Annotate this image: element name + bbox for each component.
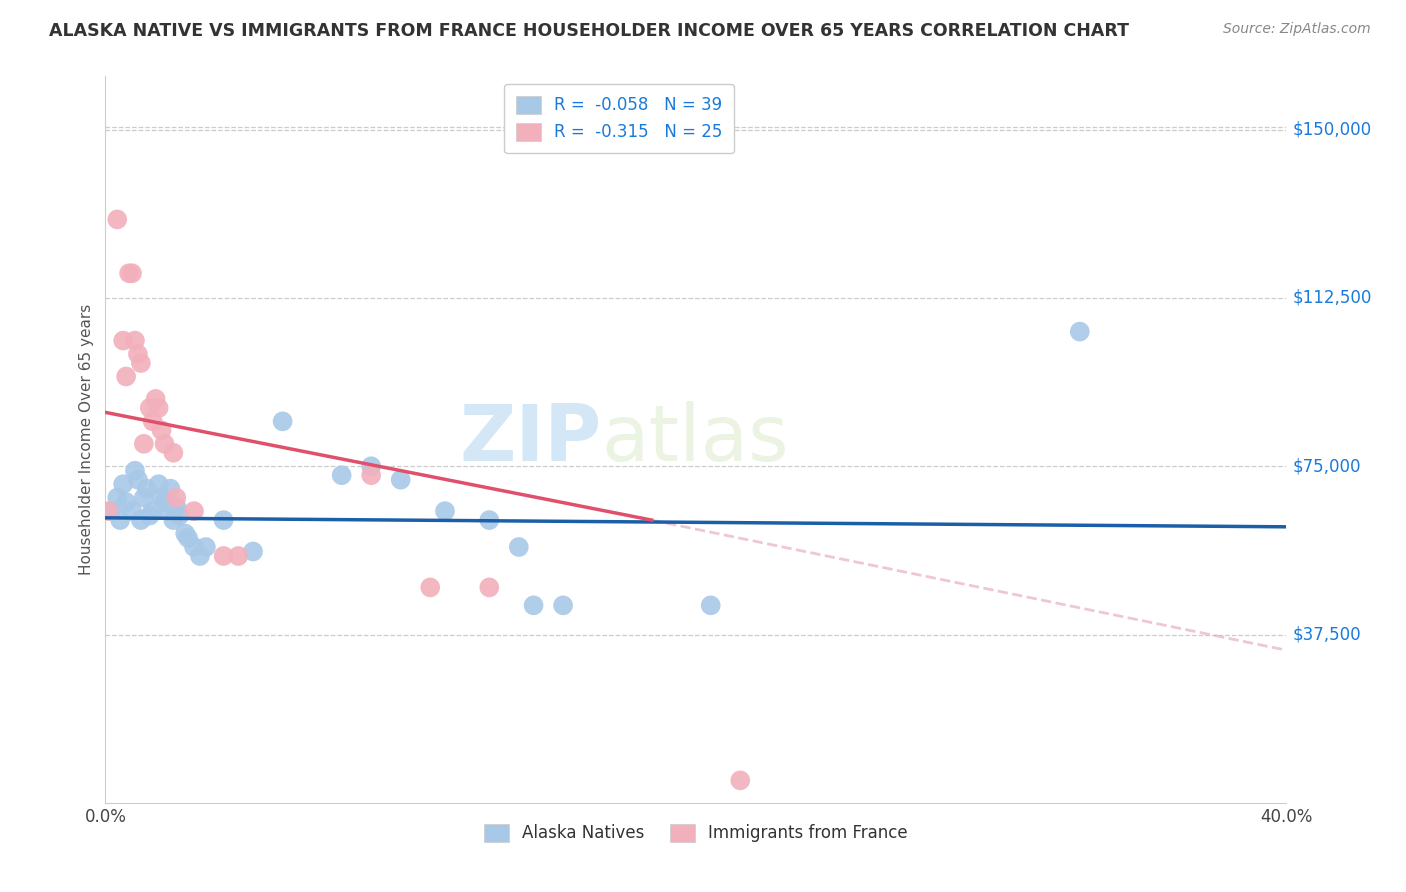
Point — [551, 599, 574, 613]
Point — [242, 544, 264, 558]
Text: $112,500: $112,500 — [1292, 289, 1372, 307]
Point — [271, 414, 294, 428]
Point — [132, 437, 155, 451]
Point — [112, 477, 135, 491]
Point — [433, 504, 456, 518]
Point — [212, 549, 235, 563]
Point — [699, 599, 723, 613]
Point — [110, 513, 132, 527]
Point — [148, 401, 170, 415]
Point — [330, 468, 353, 483]
Point — [100, 504, 122, 518]
Point — [150, 423, 173, 437]
Point — [138, 401, 162, 415]
Point — [124, 464, 146, 478]
Point — [127, 473, 149, 487]
Point — [183, 504, 205, 518]
Point — [97, 504, 120, 518]
Point — [730, 773, 752, 788]
Point — [183, 540, 205, 554]
Point — [212, 513, 235, 527]
Point — [150, 491, 173, 505]
Point — [188, 549, 211, 563]
Point — [156, 504, 179, 518]
Text: atlas: atlas — [602, 401, 789, 477]
Point — [115, 495, 138, 509]
Point — [118, 266, 141, 280]
Point — [124, 334, 146, 348]
Point — [169, 508, 191, 523]
Point — [105, 212, 128, 227]
Y-axis label: Householder Income Over 65 years: Householder Income Over 65 years — [79, 303, 94, 575]
Point — [132, 491, 155, 505]
Point — [523, 599, 546, 613]
Text: ALASKA NATIVE VS IMMIGRANTS FROM FRANCE HOUSEHOLDER INCOME OVER 65 YEARS CORRELA: ALASKA NATIVE VS IMMIGRANTS FROM FRANCE … — [49, 22, 1129, 40]
Point — [228, 549, 250, 563]
Legend: Alaska Natives, Immigrants from France: Alaska Natives, Immigrants from France — [478, 817, 914, 849]
Point — [177, 531, 200, 545]
Point — [478, 581, 501, 595]
Point — [478, 513, 501, 527]
Text: $75,000: $75,000 — [1292, 458, 1361, 475]
Point — [360, 459, 382, 474]
Point — [389, 473, 412, 487]
Point — [194, 540, 217, 554]
Point — [162, 446, 184, 460]
Text: $150,000: $150,000 — [1292, 120, 1371, 138]
Text: Source: ZipAtlas.com: Source: ZipAtlas.com — [1223, 22, 1371, 37]
Point — [142, 414, 165, 428]
Point — [360, 468, 382, 483]
Text: $37,500: $37,500 — [1292, 625, 1361, 643]
Point — [159, 482, 181, 496]
Point — [121, 504, 143, 518]
Point — [105, 491, 128, 505]
Point — [174, 526, 197, 541]
Point — [508, 540, 530, 554]
Point — [153, 495, 176, 509]
Point — [138, 508, 162, 523]
Point — [148, 477, 170, 491]
Point — [115, 369, 138, 384]
Point — [1069, 325, 1091, 339]
Point — [129, 356, 152, 370]
Point — [145, 392, 167, 406]
Point — [165, 500, 187, 514]
Point — [129, 513, 152, 527]
Point — [127, 347, 149, 361]
Point — [135, 482, 157, 496]
Point — [165, 491, 187, 505]
Point — [162, 513, 184, 527]
Point — [121, 266, 143, 280]
Point — [153, 437, 176, 451]
Point — [142, 504, 165, 518]
Text: ZIP: ZIP — [460, 401, 602, 477]
Point — [112, 334, 135, 348]
Point — [419, 581, 441, 595]
